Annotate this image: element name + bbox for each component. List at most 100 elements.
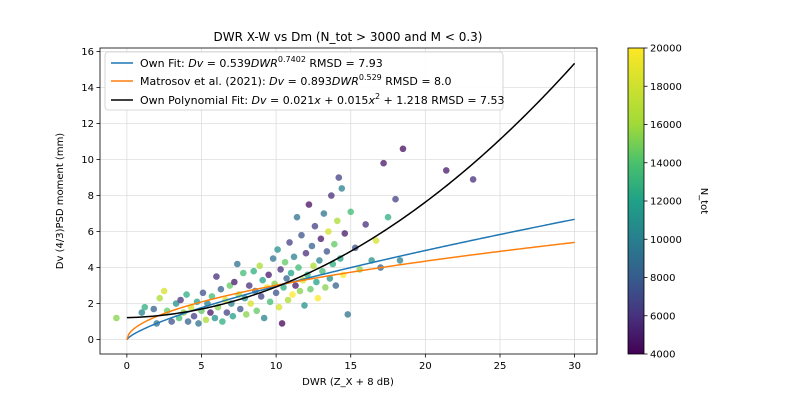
scatter-point [277,266,284,273]
scatter-point [266,298,274,306]
scatter-point [278,320,286,327]
scatter-point [287,269,295,277]
scatter-point [301,302,308,309]
scatter-point [284,296,292,304]
x-tick-label: 15 [344,361,357,372]
y-tick-label: 10 [81,155,94,166]
scatter-point [245,282,253,289]
scatter-point [442,167,450,174]
legend-label-polynomial: Own Polynomial Fit: Dv = 0.021x + 0.015x… [140,92,505,107]
y-tick-label: 2 [88,299,94,310]
y-tick-label: 12 [81,119,94,130]
scatter-point [256,262,263,270]
x-tick-label: 10 [270,361,283,372]
scatter-point [331,240,338,248]
scatter-point [202,316,210,324]
scatter-point [334,217,341,225]
scatter-point [257,293,265,300]
scatter-point [290,253,298,261]
scatter-point [344,311,352,318]
scatter-point [396,257,404,264]
colorbar: 4000 6000 8000 10000 12000 14000 16000 18000 200… [627,44,709,361]
colorbar-ticks: 4000 6000 8000 10000 12000 14000 16000 18000 200… [644,44,682,361]
scatter-point [275,303,283,311]
colorbar-gradient [627,47,645,355]
scatter-point [253,307,261,315]
chart-title: DWR X-W vs Dm (N_tot > 3000 and M < 0.3) [214,30,483,44]
scatter-point [281,258,289,266]
scatter-point [316,257,323,264]
scatter-point [231,278,238,286]
x-tick-label: 25 [494,361,507,372]
colorbar-tick-label: 8000 [650,273,675,284]
scatter-point [259,276,266,284]
legend-label-matrosov: Matrosov et al. (2021): Dv = 0.893DWR0.5… [140,73,452,88]
scatter-point [335,174,343,181]
x-axis-ticks: 0 5 10 15 20 25 30 [124,354,581,372]
scatter-point [172,300,180,307]
scatter-point [311,222,319,230]
scatter-point [141,303,149,311]
scatter-point [347,208,355,216]
scatter-point [199,289,207,297]
y-tick-label: 6 [88,227,94,238]
scatter-point [250,267,258,275]
scatter-point [332,282,340,289]
scatter-point [283,275,290,282]
x-tick-label: 30 [568,361,581,372]
x-tick-label: 20 [419,361,432,372]
scatter-point [156,294,163,302]
scatter-point [274,246,281,253]
scatter-point [292,282,299,289]
legend-label-own-fit: Own Fit: Dv = 0.539DWR0.7402 RMSD = 7.93 [140,55,383,70]
fit-lines [126,62,576,341]
scatter-point [310,262,317,270]
scatter-point [289,291,296,298]
scatter-point [208,293,216,300]
scatter-point [319,267,326,275]
scatter-point [217,285,225,293]
scatter-point [295,264,302,271]
scatter-point [229,312,237,320]
scatter-point [362,221,369,228]
x-axis-label: DWR (Z_X + 8 dB) [302,377,394,388]
colorbar-tick-label: 16000 [650,120,682,131]
y-tick-label: 14 [81,83,94,94]
scatter-point [138,309,146,316]
y-tick-label: 16 [81,47,94,58]
scatter-point [195,320,202,327]
scatter-point [184,318,192,325]
colorbar-tick-label: 14000 [650,158,682,169]
scatter-point [234,260,241,268]
scatter-point [269,255,277,262]
scatter-point [302,249,310,257]
scatter-point [307,285,314,293]
colorbar-tick-label: 18000 [650,82,682,93]
scatter-points [113,145,477,327]
scatter-point [113,314,120,322]
scatter-point [326,275,334,282]
y-tick-label: 0 [88,335,94,346]
scatter-point [298,231,305,239]
scatter-point [190,312,198,320]
y-tick-label: 8 [88,191,94,202]
plot-frame [99,47,598,355]
scatter-point [392,195,399,203]
scatter-point [338,185,346,192]
scatter-point [223,309,231,316]
colorbar-label: N_tot [698,188,709,215]
scatter-point [211,314,219,322]
scatter-point [325,228,332,235]
legend: Own Fit: Dv = 0.539DWR0.7402 RMSD = 7.93… [104,51,505,111]
scatter-point [328,192,335,199]
scatter-point [168,318,175,325]
scatter-point [207,309,214,316]
scatter-point [314,294,322,302]
scatter-point [239,269,247,277]
y-axis-label: Dv (4/3)PSD moment (mm) [55,133,66,270]
scatter-point [183,291,190,298]
scatter-point [399,145,407,153]
fit-line-polynomial [126,62,576,319]
scatter-point [286,239,293,246]
fit-line-matrosov [126,241,575,340]
